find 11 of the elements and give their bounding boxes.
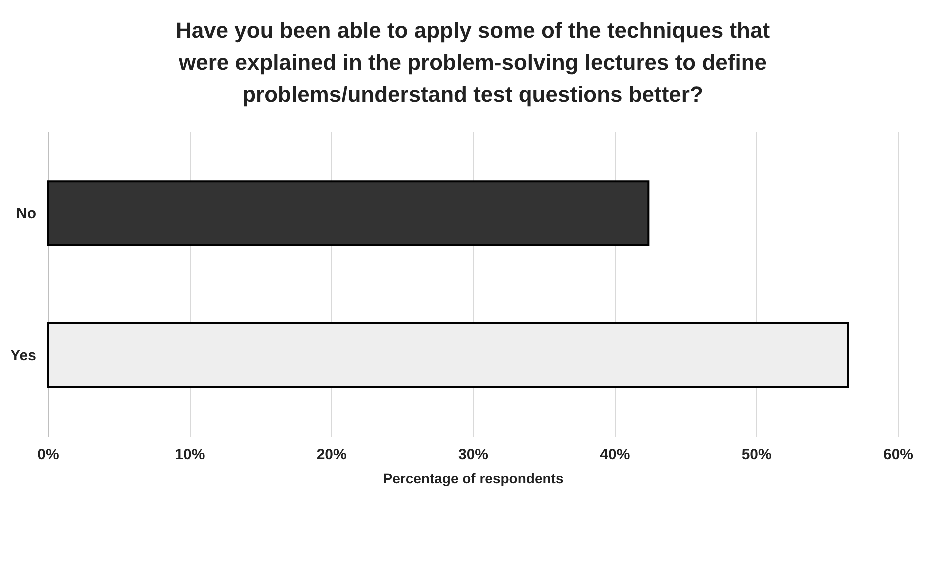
x-tick-label: 20% bbox=[316, 446, 347, 464]
x-tick-label: 60% bbox=[883, 446, 914, 464]
y-tick-label: Yes bbox=[10, 347, 36, 364]
x-tick-label: 30% bbox=[458, 446, 489, 464]
chart-title: Have you been able to apply some of the techniques that were explained in the problem-solving lectures to define problems/understand test questions better? bbox=[176, 18, 771, 107]
x-tick-label: 40% bbox=[600, 446, 630, 464]
y-tick-label: No bbox=[16, 206, 36, 223]
x-tick-label: 0% bbox=[38, 446, 60, 464]
x-tick-label: 10% bbox=[175, 446, 206, 464]
x-tick-label: 50% bbox=[742, 446, 772, 464]
x-axis-title: Percentage of respondents bbox=[383, 470, 564, 486]
